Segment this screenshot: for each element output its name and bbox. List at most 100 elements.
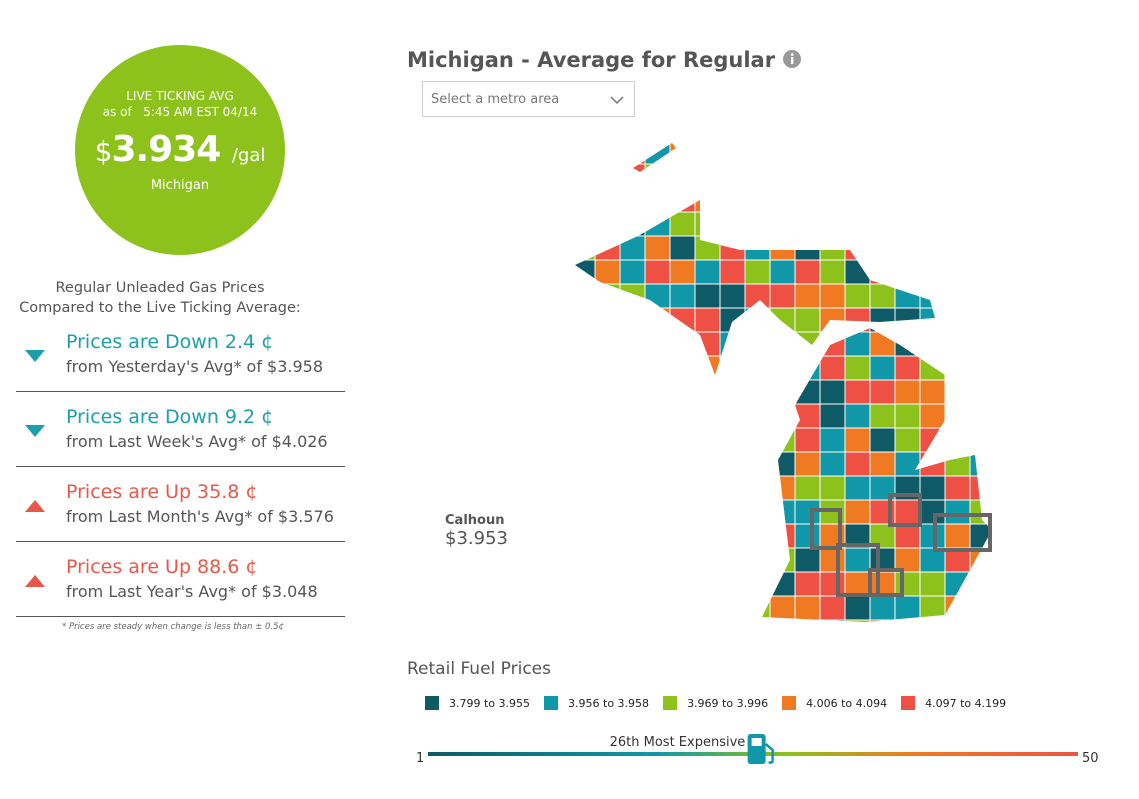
county [869,595,896,621]
as-of: as of [102,105,132,119]
rank-marker [747,734,774,764]
county [644,547,671,573]
county [919,211,946,237]
county [894,595,921,621]
county [944,259,971,285]
county [619,475,646,501]
county [644,403,671,429]
county [819,355,846,381]
legend-label: 3.969 to 3.996 [687,696,769,710]
county [844,499,871,525]
county [794,143,821,165]
rank-label: 26th Most Expensive [609,735,746,750]
arrow [25,425,45,437]
county [894,307,921,333]
county [575,211,596,237]
metro-select[interactable]: Select a metro area [422,81,635,117]
county [594,259,621,285]
county [869,307,896,333]
county [794,355,821,381]
county [794,379,821,405]
county [869,187,896,213]
county-name: Calhoun [445,513,505,528]
county [819,547,846,573]
county [944,619,971,622]
county [794,475,821,501]
county [619,523,646,549]
county [744,163,771,189]
county [575,595,596,621]
county [594,235,621,261]
county [744,595,771,621]
county [869,427,896,453]
county [969,143,992,165]
county [694,307,721,333]
county [769,595,796,621]
county [894,259,921,285]
county [944,475,971,501]
county [744,427,771,453]
headline: Prices are Up 35.8 ¢ [66,481,258,503]
county [819,595,846,621]
county [944,187,971,213]
county [575,355,596,381]
county [694,187,721,213]
county [744,523,771,549]
direction-arrow [25,350,45,362]
county [944,403,971,429]
county [894,499,921,525]
county [869,211,896,237]
county [919,163,946,189]
detail: from Last Year's Avg* of $3.048 [66,582,318,601]
headline: Prices are Down 9.2 ¢ [66,406,274,428]
county [819,499,846,525]
county [769,307,796,333]
county [969,451,992,477]
county [969,307,992,333]
select-placeholder: Select a metro area [431,92,560,107]
county [894,235,921,261]
county [575,331,596,357]
county [669,379,696,405]
county [819,475,846,501]
legend-item: 4.006 to 4.094 [782,696,887,710]
county [644,331,671,357]
county [594,331,621,357]
county [919,427,946,453]
county [794,187,821,213]
county [694,475,721,501]
county [869,331,896,357]
info-icon[interactable] [782,49,802,69]
county [919,403,946,429]
county [694,259,721,285]
badge-price: $3.934 /gal [75,129,285,170]
legend-swatch [663,696,678,710]
county [769,379,796,405]
county [769,235,796,261]
chevron [610,96,624,105]
county [919,619,946,622]
county [869,403,896,429]
county [794,211,821,237]
unit: /gal [231,145,266,166]
county [794,403,821,429]
county [744,355,771,381]
county [719,143,746,165]
county [694,619,721,622]
county [819,379,846,405]
county [694,403,721,429]
county [575,143,596,165]
county [644,379,671,405]
county [719,259,746,285]
legend-label: 4.006 to 4.094 [806,696,888,710]
county [744,211,771,237]
county [744,259,771,285]
county [694,547,721,573]
pump-hose [764,743,774,764]
county [969,571,992,597]
county [694,163,721,189]
county [594,163,621,189]
county [894,379,921,405]
county [719,163,746,189]
time: 5:45 AM EST 04/14 [143,105,258,119]
